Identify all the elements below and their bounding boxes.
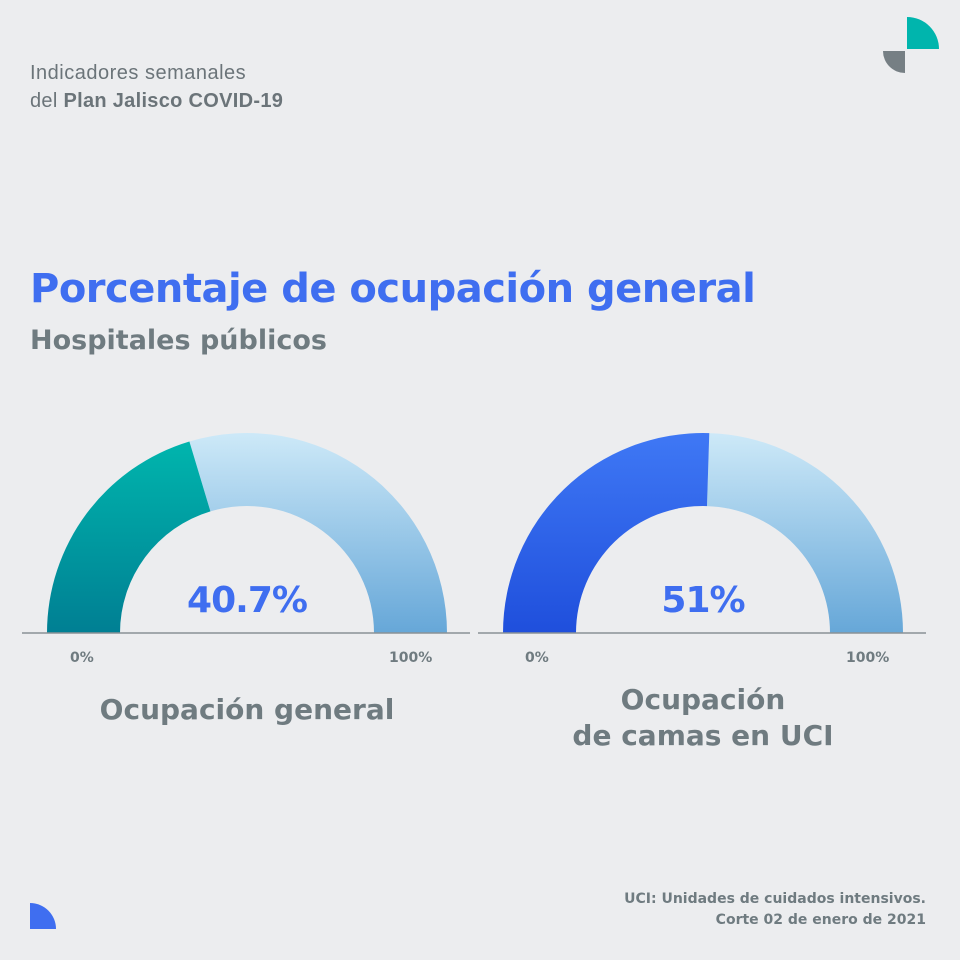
gauge-track	[706, 433, 903, 633]
gauge-ocupacion-general	[47, 433, 448, 633]
gauge2-value: 51%	[661, 580, 745, 621]
header-line2: del Plan Jalisco COVID-19	[30, 90, 283, 113]
gauge1-max-label: 100%	[389, 650, 433, 666]
gauge-fill	[47, 441, 211, 633]
logo-gray-quarter	[883, 51, 905, 73]
gauge-ocupacion-uci	[503, 433, 903, 633]
gauge2-label-line1: Ocupación	[620, 683, 786, 716]
gauge-track	[189, 433, 448, 633]
logo-teal-quarter	[907, 17, 939, 49]
page-title: Porcentaje de ocupación general	[30, 266, 756, 312]
gauge2-min-label: 0%	[525, 650, 549, 666]
header-plan-name: Plan Jalisco COVID-19	[63, 90, 284, 112]
corner-blue-quarter	[30, 903, 56, 929]
footer-date: Corte 02 de enero de 2021	[715, 912, 926, 928]
header-line1: Indicadores semanales	[30, 62, 247, 84]
page-subtitle: Hospitales públicos	[30, 325, 327, 356]
gauge2-max-label: 100%	[846, 650, 890, 666]
gauge2-label-line2: de camas en UCI	[572, 719, 834, 752]
gauge1-label: Ocupación general	[99, 693, 395, 726]
gauge-fill	[503, 433, 710, 633]
footer-uci-note: UCI: Unidades de cuidados intensivos.	[624, 891, 926, 907]
gauge1-min-label: 0%	[70, 650, 94, 666]
gauge2-label: Ocupación de camas en UCI	[502, 682, 904, 754]
header-prefix: del	[30, 90, 64, 112]
gauge1-value: 40.7%	[187, 580, 308, 621]
